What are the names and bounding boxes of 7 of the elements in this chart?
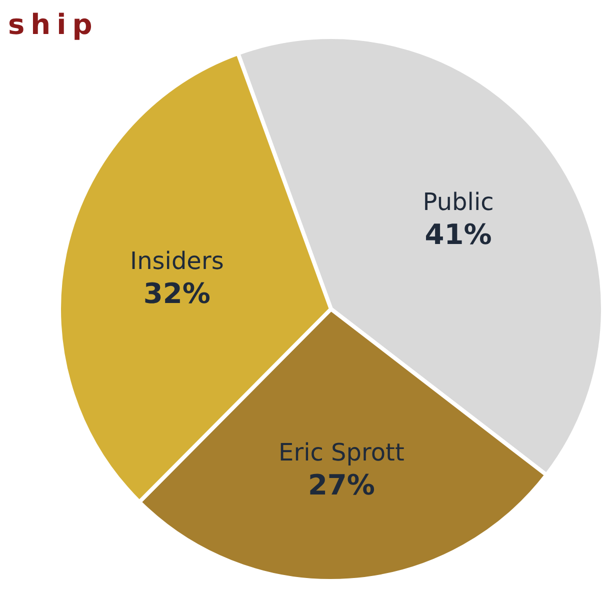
slice-label: Insiders	[130, 247, 224, 276]
data-label: 32%	[143, 277, 210, 310]
slice-label: Eric Sprott	[278, 438, 404, 466]
data-label: 27%	[308, 468, 375, 502]
slice-label: Public	[422, 188, 494, 216]
chart-title: ship	[8, 8, 98, 41]
data-label: 41%	[424, 218, 492, 251]
